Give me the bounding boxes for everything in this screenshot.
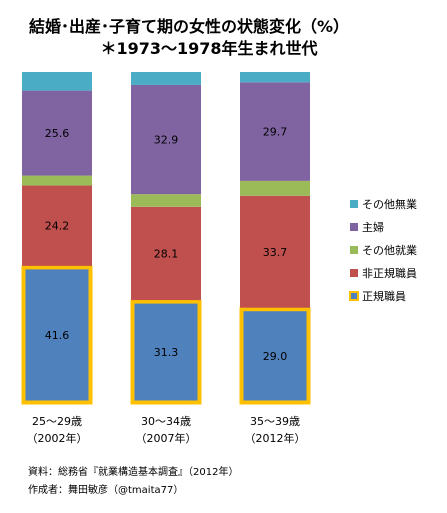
data-label-2-3: 29.7	[263, 126, 288, 139]
data-label-1-1: 28.1	[154, 247, 179, 260]
bar-segment-0-3	[22, 90, 92, 176]
bar-segment-0-0	[21, 265, 93, 405]
legend-label-2: その他就業	[362, 243, 417, 257]
bar-segment-2-3	[240, 82, 310, 181]
bar-segment-0-4	[22, 72, 92, 91]
author-note: 作成者：舞田敏彦（@tmaita77）	[28, 483, 183, 496]
legend-swatch-1	[350, 223, 358, 231]
data-label-1-3: 32.9	[154, 134, 179, 147]
chart-subtitle: ＊1973～1978年生まれ世代	[100, 39, 317, 58]
bar-segment-1-1	[131, 206, 201, 301]
data-label-0-0: 41.6	[45, 329, 70, 342]
legend-swatch-0	[350, 200, 358, 208]
chart-title: 結婚･出産･子育て期の女性の状態変化（%）	[29, 17, 349, 36]
legend-swatch-2	[350, 246, 358, 254]
bar-segment-1-3	[131, 84, 201, 195]
bar-segment-2-1	[240, 195, 310, 308]
bar-segment-1-2	[131, 194, 201, 207]
x-tick-label-1: 30～34歳	[141, 415, 191, 428]
data-label-2-0: 29.0	[263, 350, 288, 363]
x-axis: 25～29歳 （2002年） 30～34歳 （2007年） 35～39歳 （2012年）	[27, 415, 306, 445]
bar-segment-2-2	[240, 180, 310, 196]
data-label-2-1: 33.7	[263, 246, 288, 259]
bar-segment-0-2	[22, 175, 92, 186]
legend-swatch-3	[350, 269, 358, 277]
legend-label-1: 主婦	[362, 220, 384, 234]
bar-segment-2-0	[239, 307, 311, 405]
x-tick-label-0: 25～29歳	[32, 415, 82, 428]
x-tick-sublabel-1: （2007年）	[136, 431, 197, 445]
legend-label-3: 非正規職員	[362, 266, 417, 280]
x-tick-sublabel-0: （2002年）	[27, 431, 88, 445]
bar-segment-0-1	[22, 185, 92, 266]
legend-label-4: 正規職員	[362, 289, 406, 303]
legend-swatch-4	[349, 291, 359, 301]
bar-segment-1-4	[131, 72, 201, 85]
bar-area: 41.6 24.2 25.6 31.3 28.1 32.9 29.0 33.7 29.7	[21, 72, 311, 405]
legend-label-0: その他無業	[362, 197, 417, 211]
data-label-0-1: 24.2	[45, 220, 70, 233]
data-label-0-3: 25.6	[45, 127, 70, 140]
x-tick-sublabel-2: （2012年）	[245, 431, 306, 445]
data-label-1-0: 31.3	[154, 346, 179, 359]
bar-segment-2-4	[240, 72, 310, 83]
x-tick-label-2: 35～39歳	[250, 415, 300, 428]
bar-segment-1-0	[130, 299, 202, 405]
source-note: 資料：総務省『就業構造基本調査』（2012年）	[28, 465, 238, 478]
